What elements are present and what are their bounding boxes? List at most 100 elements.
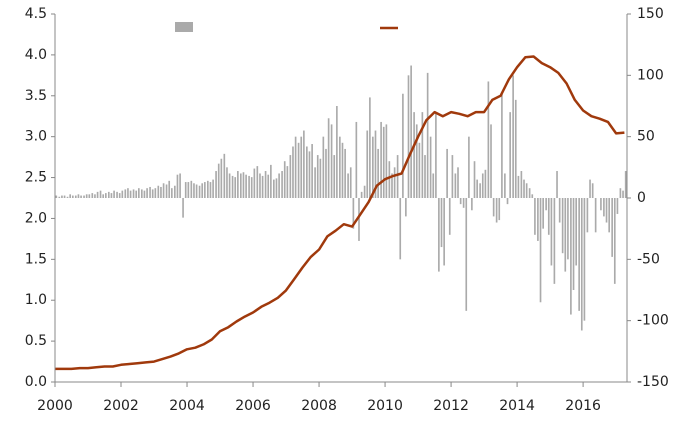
x-tick-label: 2004 xyxy=(169,398,205,414)
bar xyxy=(454,173,457,198)
bar xyxy=(523,179,525,198)
bar xyxy=(418,142,421,198)
bar xyxy=(184,182,187,198)
bar xyxy=(237,171,239,198)
bar xyxy=(355,121,358,198)
bar xyxy=(187,182,190,198)
bar xyxy=(492,198,495,217)
bar xyxy=(220,158,223,198)
bar xyxy=(542,198,544,229)
y2-tick-label: -50 xyxy=(637,251,660,267)
bar xyxy=(580,198,583,331)
bar xyxy=(377,148,379,198)
bar xyxy=(300,136,303,198)
bar xyxy=(71,195,74,198)
bar xyxy=(289,155,292,198)
bar xyxy=(591,183,594,198)
bar xyxy=(369,97,371,198)
bar xyxy=(528,188,531,198)
bar xyxy=(583,198,586,321)
bar xyxy=(127,188,129,198)
bar xyxy=(487,81,490,198)
bar xyxy=(572,198,575,290)
bar xyxy=(270,164,272,198)
bar xyxy=(96,191,99,198)
bar xyxy=(248,175,250,198)
bar xyxy=(435,112,437,198)
bar xyxy=(319,158,322,198)
y2-tick-label: 0 xyxy=(637,190,646,206)
bar xyxy=(545,198,547,211)
bar xyxy=(311,144,313,198)
bar xyxy=(80,195,82,198)
bar xyxy=(151,189,154,198)
y-tick-label: 3.0 xyxy=(25,129,47,145)
bar xyxy=(278,173,280,198)
bar xyxy=(473,161,476,198)
bar xyxy=(253,168,256,198)
bar xyxy=(99,190,102,198)
bar xyxy=(223,153,226,198)
bar xyxy=(468,136,470,198)
bar xyxy=(349,167,352,198)
bar xyxy=(388,161,391,198)
bar xyxy=(534,198,536,235)
y-tick-label: 4.5 xyxy=(25,6,47,22)
bar xyxy=(160,186,162,198)
y2-tick-label: 50 xyxy=(637,129,655,145)
bar xyxy=(157,185,160,198)
bar xyxy=(608,198,611,233)
bar xyxy=(121,190,124,198)
y-tick-label: 0.0 xyxy=(25,374,47,390)
bar xyxy=(358,198,360,241)
y-tick-label: 2.0 xyxy=(25,210,47,226)
bar xyxy=(413,112,415,198)
bar xyxy=(363,185,366,198)
bar xyxy=(105,193,107,198)
bar xyxy=(405,198,407,217)
x-tick-label: 2012 xyxy=(433,398,469,414)
bar xyxy=(514,99,517,198)
bar xyxy=(410,65,412,199)
bar xyxy=(303,130,305,198)
bar xyxy=(415,124,418,198)
bar xyxy=(564,198,567,272)
y-tick-label: 4.0 xyxy=(25,47,47,63)
bar xyxy=(512,75,514,198)
bar xyxy=(228,173,231,198)
bar xyxy=(58,196,61,198)
bar xyxy=(286,166,289,198)
bar xyxy=(314,167,316,198)
bar xyxy=(374,130,377,198)
bar xyxy=(209,182,212,198)
bar xyxy=(484,169,487,198)
bar xyxy=(578,198,580,311)
y-tick-label: 1.0 xyxy=(25,292,47,308)
x-tick-label: 2000 xyxy=(37,398,73,414)
bar xyxy=(129,190,132,198)
bar xyxy=(421,112,424,198)
bar xyxy=(448,198,451,235)
line xyxy=(55,55,625,371)
bar xyxy=(336,106,338,198)
bar xyxy=(462,198,465,208)
y-tick-label: 1.5 xyxy=(25,251,47,267)
bar xyxy=(69,194,72,198)
bar xyxy=(135,190,138,198)
bar xyxy=(509,112,511,198)
bar xyxy=(481,173,484,198)
x-tick-label: 2016 xyxy=(565,398,601,414)
bar xyxy=(325,148,327,198)
bar xyxy=(273,179,275,198)
bar xyxy=(316,155,319,198)
bar xyxy=(589,179,591,198)
bar xyxy=(391,173,393,198)
bar xyxy=(124,189,127,198)
bar xyxy=(344,148,346,198)
bar xyxy=(438,198,440,272)
bar xyxy=(558,198,561,223)
bar xyxy=(622,190,624,198)
bar xyxy=(132,189,135,198)
